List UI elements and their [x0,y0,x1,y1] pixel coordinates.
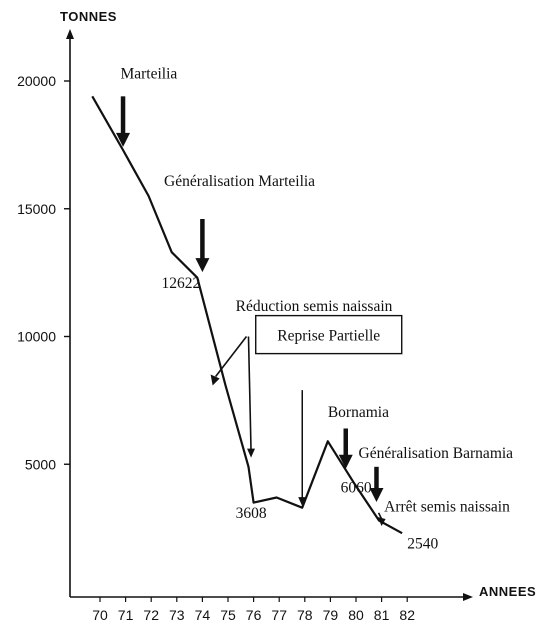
y-ticks: 5000 10000 15000 20000 [17,73,70,472]
x-tick-label: 78 [297,607,313,623]
value-labels: 12622 3608 6060 2540 [161,275,438,553]
series-line [91,95,403,535]
annotations: Marteilia Généralisation Marteilia Réducti… [116,65,514,527]
x-tick-label: 82 [399,607,415,623]
x-tick-label: 79 [323,607,339,623]
x-axis-title: ANNEES [479,584,536,599]
x-tick-label: 74 [195,607,211,623]
annotation-label: Reprise Partielle [277,328,380,345]
x-ticks: 70 71 72 73 74 75 76 77 78 79 80 81 82 [92,597,415,623]
x-tick-label: 77 [271,607,287,623]
x-tick-label: 75 [220,607,236,623]
annotation-arrow-head [195,258,210,273]
data-label: 12622 [161,275,200,292]
x-tick-label: 70 [92,607,108,623]
data-label: 3608 [236,505,267,522]
annotation-label: Réduction semis naissain [236,298,393,315]
data-label: 2540 [407,536,438,553]
x-tick-label: 72 [143,607,159,623]
annotation-label: Généralisation Marteilia [164,173,315,190]
y-tick-label: 10000 [17,329,56,345]
annotation-label: Marteilia [120,65,177,82]
annotation-arrow-head [298,497,307,507]
series-group [91,95,403,535]
y-tick-label: 20000 [17,73,56,89]
y-axis-title: TONNES [60,9,117,24]
annotation-arrow-head [338,454,353,469]
annotation: Bornamia [328,404,389,469]
annotation-arrow-head [247,448,256,458]
y-tick-label: 5000 [25,456,56,472]
annotation-arrow-shaft [215,336,248,377]
data-label: 6060 [341,479,372,496]
x-tick-label: 80 [348,607,364,623]
annotation: Marteilia [116,65,177,147]
y-tick-label: 15000 [17,201,56,217]
annotation: Généralisation Barnamia [359,445,514,503]
annotation-label: Généralisation Barnamia [359,445,514,462]
x-tick-label: 73 [169,607,185,623]
annotation: Généralisation Marteilia [164,173,315,273]
annotation-arrow-head [369,488,384,503]
annotation: Reprise Partielle [255,314,403,507]
annotation: Arrêt semis naissain [377,499,510,527]
annotation-box [255,314,403,355]
annotation-label: Arrêt semis naissain [384,499,510,516]
axes: 5000 10000 15000 20000 70 71 72 73 74 75 76 77 78 79… [17,9,536,623]
x-tick-label: 76 [246,607,262,623]
annotation: Réduction semis naissain [210,298,393,458]
annotation-arrow-shaft [247,336,252,451]
annotation-arrow-head [210,374,220,386]
x-tick-label: 81 [374,607,390,623]
annotation-arrow-head [116,132,131,147]
x-tick-label: 71 [118,607,134,623]
annotation-label: Bornamia [328,404,389,421]
annotation-arrow-head [377,517,386,527]
